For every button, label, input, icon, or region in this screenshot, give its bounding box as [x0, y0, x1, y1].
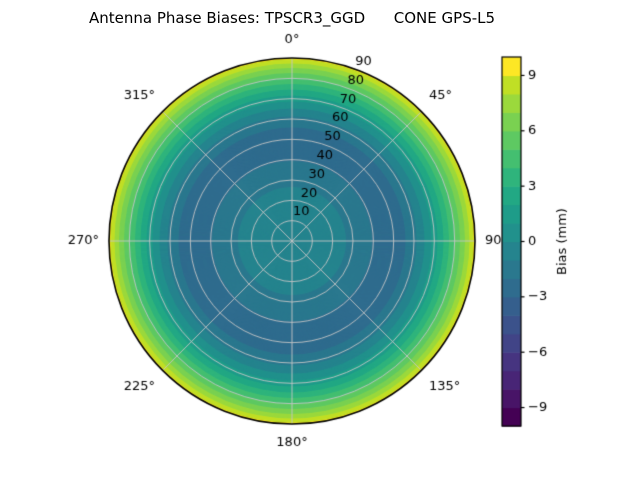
polar-chart-canvas	[0, 0, 640, 480]
figure: Antenna Phase Biases: TPSCR3_GGD CONE GP…	[0, 0, 640, 480]
